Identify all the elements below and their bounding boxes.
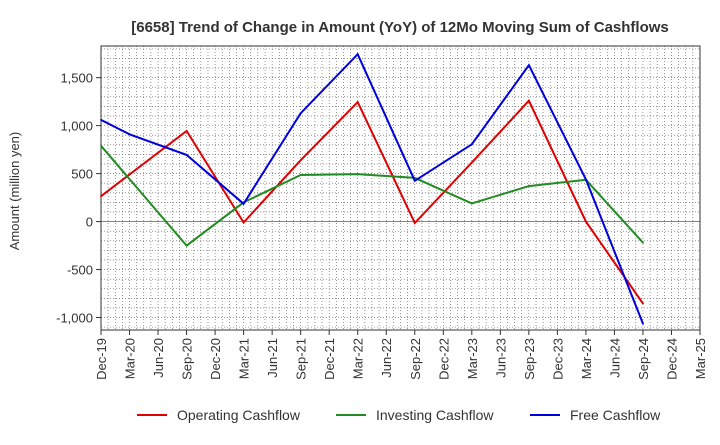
x-tick-label: Mar-24 <box>579 338 594 379</box>
series-line <box>100 98 644 305</box>
legend-item: Investing Cashflow <box>336 407 494 423</box>
data-point <box>356 53 359 56</box>
data-point <box>528 99 530 102</box>
legend: Operating Cashflow Investing Cashflow Free… <box>137 407 661 423</box>
x-tick-label: Sep-21 <box>294 338 309 380</box>
data-point <box>585 178 587 181</box>
y-axis-label: Amount (million yen) <box>7 132 22 251</box>
legend-label: Investing Cashflow <box>376 407 494 423</box>
series-lines <box>100 52 644 325</box>
data-point <box>356 101 359 103</box>
x-tick-label: Jun-21 <box>265 338 280 378</box>
y-tick-label: 500 <box>71 167 93 182</box>
x-tick-label: Sep-24 <box>636 338 651 380</box>
x-tick-label: Mar-25 <box>693 338 708 379</box>
data-point <box>356 173 359 176</box>
x-tick-label: Dec-21 <box>322 338 337 380</box>
data-point <box>242 221 245 224</box>
x-tick-label: Jun-22 <box>379 338 394 378</box>
x-tick-label: Mar-20 <box>123 338 138 379</box>
axes <box>96 45 701 335</box>
series-line <box>100 145 644 247</box>
data-point <box>128 133 131 136</box>
x-tick-label: Dec-19 <box>94 338 109 380</box>
data-point <box>642 322 644 325</box>
data-point <box>642 302 644 305</box>
data-point <box>585 220 587 223</box>
data-point <box>470 202 473 205</box>
data-point <box>100 195 102 198</box>
x-tick-labels: Dec-19 Mar-20 Jun-20 Sep-20 Dec-20 Mar-21 Jun-… <box>94 338 708 380</box>
data-point <box>470 143 473 146</box>
data-point <box>299 159 302 162</box>
x-tick-label: Sep-22 <box>408 338 423 380</box>
chart-title: [6658] Trend of Change in Amount (YoY) o… <box>131 19 669 36</box>
data-point <box>100 119 102 121</box>
data-point <box>413 222 416 224</box>
x-tick-label: Dec-20 <box>208 338 223 380</box>
y-tick-labels: -1,000 -500 0 500 1,000 1,500 <box>56 71 93 326</box>
grid-lines <box>100 46 701 330</box>
x-tick-label: Dec-24 <box>664 338 679 380</box>
x-tick-label: Mar-21 <box>237 338 252 379</box>
data-point <box>185 130 188 132</box>
data-point <box>242 202 245 205</box>
x-tick-label: Jun-20 <box>151 338 166 378</box>
x-tick-label: Sep-23 <box>522 338 537 380</box>
data-point <box>100 144 102 147</box>
y-tick-label: 1,500 <box>60 71 93 86</box>
legend-item: Operating Cashflow <box>137 407 301 423</box>
y-tick-label: 0 <box>86 215 93 230</box>
x-tick-label: Dec-23 <box>550 338 565 380</box>
data-point <box>470 161 473 164</box>
x-tick-label: Jun-24 <box>607 338 622 378</box>
legend-label: Free Cashflow <box>570 407 661 423</box>
data-point <box>528 185 530 188</box>
data-point <box>299 112 302 115</box>
data-point <box>299 174 302 176</box>
x-tick-label: Sep-20 <box>180 338 195 380</box>
data-point <box>642 241 644 244</box>
data-point <box>528 64 530 67</box>
y-tick-label: -1,000 <box>56 311 93 326</box>
x-tick-label: Mar-22 <box>351 338 366 379</box>
x-tick-label: Mar-23 <box>465 338 480 379</box>
data-point <box>413 179 416 182</box>
data-point <box>185 154 188 156</box>
legend-label: Operating Cashflow <box>177 407 301 423</box>
legend-item: Free Cashflow <box>530 407 661 423</box>
data-point <box>185 244 188 247</box>
x-tick-label: Dec-22 <box>436 338 451 380</box>
y-tick-label: -500 <box>67 263 93 278</box>
y-tick-label: 1,000 <box>60 119 93 134</box>
x-tick-label: Jun-23 <box>493 338 508 378</box>
plot-frame <box>100 45 701 331</box>
